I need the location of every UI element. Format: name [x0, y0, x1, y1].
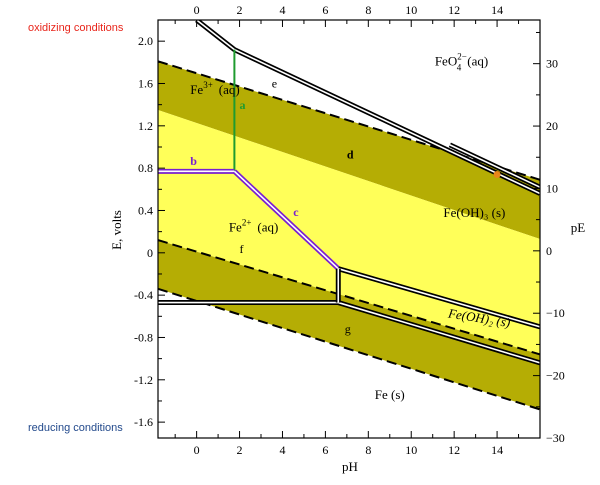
y-tick-label: 2.0: [138, 34, 153, 48]
y2-tick-label: −30: [546, 431, 565, 445]
highlight-point: [493, 171, 501, 179]
boundary-Fe(OH)3/Fe(OH)2-inner: [338, 267, 540, 328]
y2-tick-label: 20: [546, 119, 558, 133]
boundary-c-inner: [233, 170, 339, 270]
y-tick-label: 0.4: [138, 203, 153, 217]
x-tick-label-bottom: 10: [405, 443, 417, 457]
y2-tick-label: 0: [546, 244, 552, 258]
x-tick-label-top: 8: [365, 3, 371, 17]
x-axis-label: pH: [342, 459, 358, 474]
line-label-c: c: [293, 205, 299, 219]
y-tick-label: -0.8: [134, 330, 153, 344]
y-tick-label: 0.8: [138, 161, 153, 175]
species-label-1: Fe3+ (aq): [190, 80, 240, 97]
line-label-a: a: [240, 98, 246, 112]
y-tick-label: -1.6: [134, 415, 153, 429]
y2-tick-label: 10: [546, 181, 558, 195]
x-tick-label-bottom: 6: [322, 443, 328, 457]
x-tick-label-bottom: 12: [448, 443, 460, 457]
y2-tick-label: 30: [546, 57, 558, 71]
species-label-0: FeO2− 4 (aq): [435, 52, 488, 73]
x-tick-label-bottom: 8: [365, 443, 371, 457]
reducing-conditions-label: reducing conditions: [28, 422, 123, 434]
x-tick-label-top: 0: [194, 3, 200, 17]
water-stability-region: [158, 109, 540, 355]
line-label-d: d: [347, 148, 354, 162]
line-label-b: b: [190, 154, 197, 168]
line-label-e: e: [272, 77, 277, 91]
x-tick-label-top: 14: [491, 3, 503, 17]
species-label-2: Fe2+ (aq): [229, 218, 279, 235]
species-label-3: Fe(OH)₃ (s): [443, 205, 505, 220]
x-tick-label-bottom: 4: [279, 443, 285, 457]
x-tick-label-top: 12: [448, 3, 460, 17]
x-tick-label-top: 4: [279, 3, 285, 17]
x-tick-label-bottom: 2: [237, 443, 243, 457]
boundary-Fe(OH)3/FeO4-inner: [449, 144, 540, 188]
x-tick-label-top: 6: [322, 3, 328, 17]
y2-tick-label: −20: [546, 369, 565, 383]
x-tick-label-bottom: 14: [491, 443, 503, 457]
plot-frame: [157, 19, 541, 439]
y-tick-label: 0: [147, 246, 153, 260]
oxygen-limit-band: [158, 61, 540, 240]
y-tick-label: -0.4: [134, 288, 153, 302]
y-tick-label: -1.2: [134, 373, 153, 387]
y-axis-label: E, volts: [109, 210, 124, 250]
y-tick-label: 1.2: [138, 119, 153, 133]
x-tick-label-top: 2: [237, 3, 243, 17]
y2-axis-label: pE: [571, 220, 586, 235]
y2-tick-label: −10: [546, 306, 565, 320]
y-tick-label: 1.6: [138, 76, 153, 90]
water-limit-line-2: [158, 287, 540, 411]
species-label-5: Fe (s): [375, 387, 405, 402]
x-tick-label-top: 10: [405, 3, 417, 17]
boundary-Fe(OH)2/Fe-inner: [338, 301, 540, 364]
hydrogen-limit-band: [158, 240, 540, 410]
line-label-f: f: [240, 242, 244, 256]
x-tick-label-bottom: 0: [194, 443, 200, 457]
water-limit-line-1: [158, 239, 540, 356]
line-label-g: g: [345, 322, 351, 336]
oxidizing-conditions-label: oxidizing conditions: [28, 22, 124, 34]
